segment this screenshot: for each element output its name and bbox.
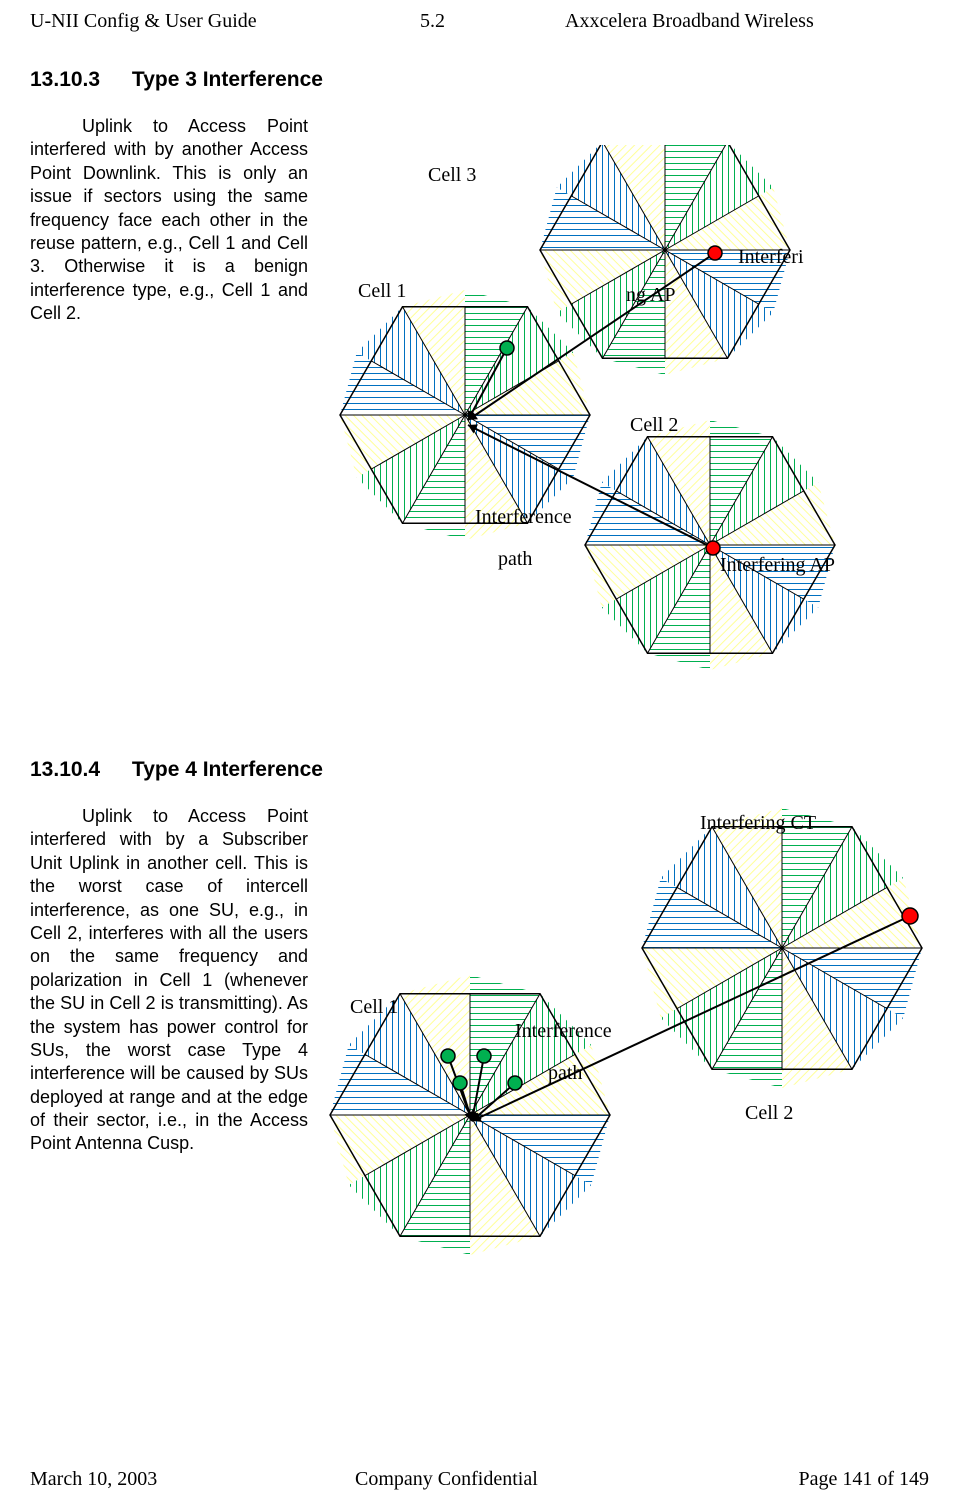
cell-label: Cell 3 [428, 163, 488, 187]
diagram-label: Interference [475, 505, 572, 529]
section-num: 13.10.4 [30, 758, 100, 782]
header-version: 5.2 [420, 10, 445, 33]
interfering-ct [902, 908, 918, 924]
diagram-label: Interferi [738, 245, 804, 269]
section-num: 13.10.3 [30, 68, 100, 92]
su-c [453, 1076, 467, 1090]
su-b [477, 1049, 491, 1063]
footer-page: Page 141 of 149 [798, 1468, 929, 1491]
section1-body: Uplink to Access Point interfered with b… [30, 115, 308, 326]
section-13-10-4-heading: 13.10.4 Type 4 Interference [30, 758, 323, 782]
interfering-ap-3 [708, 246, 722, 260]
su-d [508, 1076, 522, 1090]
diagram-type3: Cell 3Cell 1Cell 2Interfering APInterfer… [320, 145, 930, 705]
cell-label: Cell 2 [745, 1101, 805, 1125]
diagram-type4: Cell 2 Cell 1 Interfering CT Interference pa… [320, 803, 960, 1303]
diagram-label: Interference [515, 1019, 612, 1043]
su-a [441, 1049, 455, 1063]
diagram-label: Interfering CT [700, 811, 816, 835]
section2-body: Uplink to Access Point interfered with b… [30, 805, 308, 1156]
diagram-label: path [548, 1061, 582, 1085]
footer-date: March 10, 2003 [30, 1468, 157, 1491]
cell-label: Cell 1 [350, 995, 410, 1019]
header-right: Axxcelera Broadband Wireless [565, 10, 814, 33]
cell-label: Cell 1 [358, 279, 418, 303]
section-title: Type 3 Interference [132, 68, 323, 92]
diagram-label: ng AP [626, 283, 675, 307]
header-left: U-NII Config & User Guide [30, 10, 257, 33]
interfering-ap-2 [706, 541, 720, 555]
footer-confidential: Company Confidential [355, 1468, 538, 1491]
section-13-10-3-heading: 13.10.3 Type 3 Interference [30, 68, 323, 92]
su-cell1 [500, 341, 514, 355]
diagram-label: path [498, 547, 532, 571]
diagram-label: Interfering AP [720, 553, 835, 577]
cell-label: Cell 2 [630, 413, 690, 437]
section-title: Type 4 Interference [132, 758, 323, 782]
